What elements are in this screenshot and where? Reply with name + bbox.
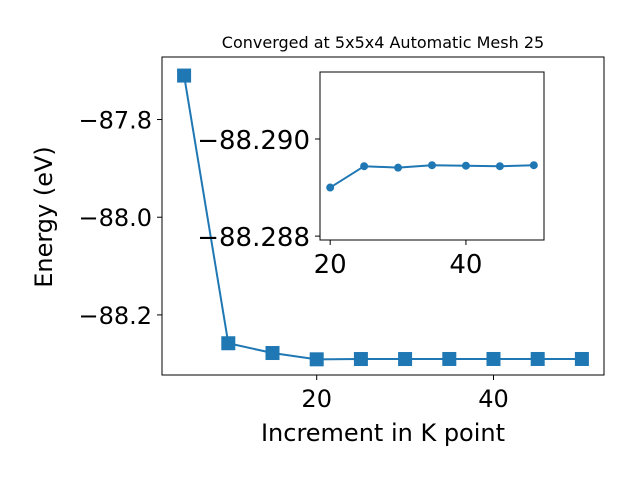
- inset-background: [320, 72, 544, 240]
- inset-data-point: [461, 161, 470, 170]
- y-axis-label: Energy (eV): [30, 146, 58, 288]
- main-y-tick-label: −88.2: [78, 302, 152, 330]
- inset-y-tick-label: −88.288: [197, 223, 310, 253]
- main-data-point: [486, 351, 501, 366]
- main-data-point: [530, 351, 545, 366]
- x-axis-label: Increment in K point: [261, 419, 505, 447]
- main-data-point: [309, 352, 324, 367]
- main-y-tick-label: −87.8: [78, 107, 152, 135]
- inset-data-point: [495, 162, 504, 171]
- main-y-tick-label: −88.0: [78, 204, 152, 232]
- main-x-tick-label: 40: [478, 385, 509, 413]
- main-data-point: [398, 352, 413, 367]
- main-data-point: [221, 336, 236, 351]
- main-data-point: [177, 68, 192, 83]
- main-series-line: [183, 75, 582, 361]
- inset-y-tick-label: −88.290: [197, 126, 310, 156]
- inset-ticks: 20 40 −88.290 −88.288: [197, 126, 482, 280]
- inset-chart: 20 40 −88.290 −88.288: [197, 71, 545, 280]
- inset-plot-frame: [319, 71, 545, 241]
- main-data-point: [574, 351, 589, 366]
- inset-data-point: [326, 183, 335, 192]
- inset-data-point: [529, 161, 538, 170]
- inset-data-point: [428, 161, 436, 170]
- main-x-tick-label: 20: [301, 385, 332, 413]
- main-plot-frame: [161, 56, 605, 376]
- main-ticks: 20 40 −87.8 −88.0 −88.2: [78, 107, 508, 413]
- inset-x-tick-label: 40: [449, 250, 482, 280]
- main-data-point: [353, 352, 368, 367]
- main-chart-title: Converged at 5x5x4 Automatic Mesh 25: [222, 33, 544, 52]
- inset-data-point: [360, 162, 369, 171]
- main-series: [177, 68, 589, 367]
- inset-x-tick-label: 20: [314, 250, 347, 280]
- main-data-point: [265, 346, 280, 361]
- inset-data-point: [394, 163, 403, 172]
- main-data-point: [442, 351, 457, 366]
- inset-series: [326, 161, 538, 192]
